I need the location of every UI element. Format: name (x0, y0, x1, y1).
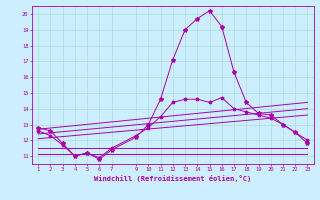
X-axis label: Windchill (Refroidissement éolien,°C): Windchill (Refroidissement éolien,°C) (94, 175, 252, 182)
